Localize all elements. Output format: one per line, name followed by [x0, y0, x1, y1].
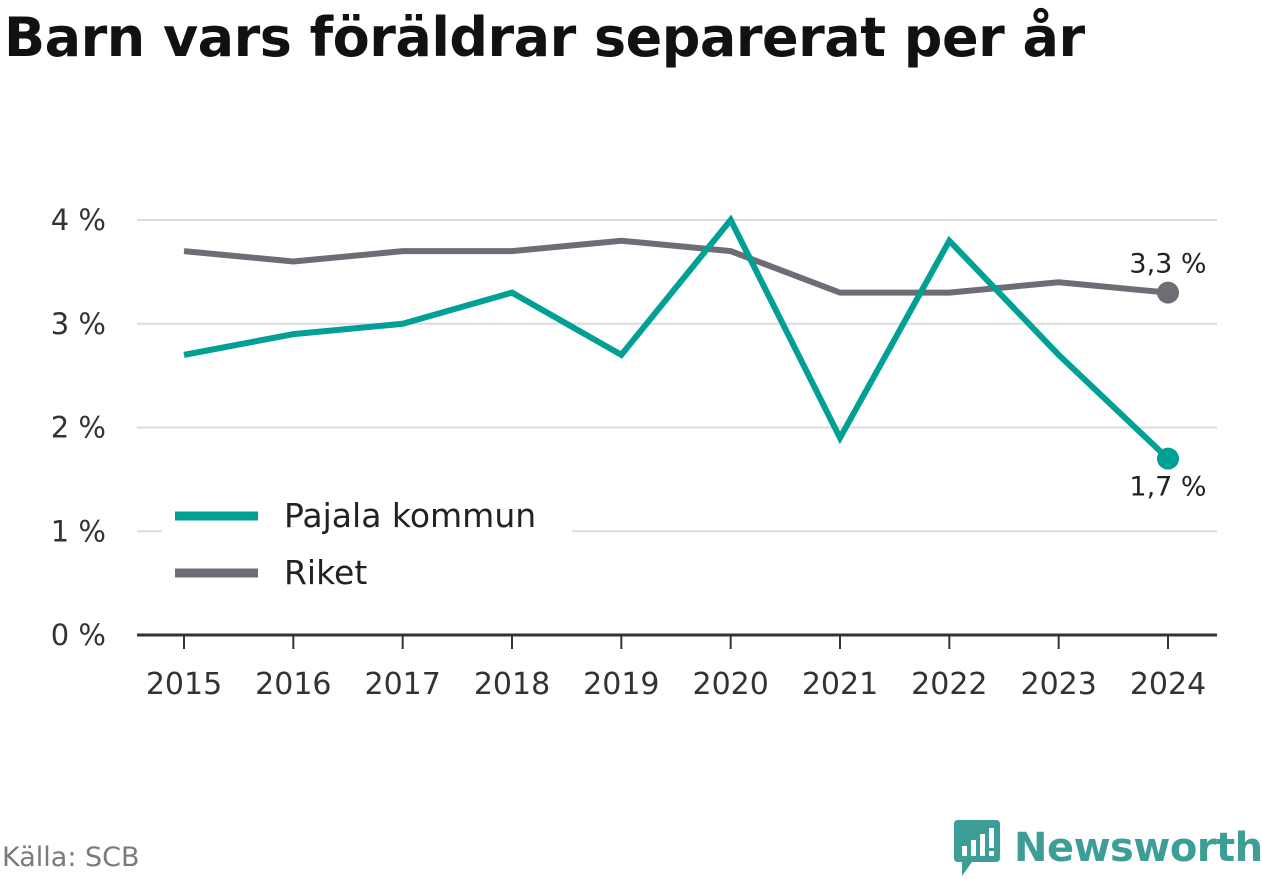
chart-title: Barn vars föräldrar separerat per år — [4, 6, 1085, 69]
series-lines — [183, 214, 1179, 470]
newsworthy-logo[interactable]: Newsworthy — [950, 818, 1262, 878]
y-tick-label: 1 % — [51, 514, 106, 548]
source-note: Källa: SCB — [2, 842, 140, 873]
legend-label: Pajala kommun — [284, 496, 536, 535]
newsworthy-logo-icon — [954, 820, 1000, 876]
legend: Pajala kommun Riket — [162, 490, 572, 600]
x-tick-label: 2021 — [802, 667, 878, 702]
brand-name: Newsworthy — [1014, 825, 1262, 871]
x-tick-label: 2015 — [146, 667, 222, 702]
y-tick-label: 0 % — [51, 618, 106, 652]
legend-label: Riket — [284, 553, 367, 592]
end-value-label: 1,7 % — [1129, 472, 1206, 503]
line-chart: 0 % 1 % 2 % 3 % 4 % 2015 2016 2017 2018 2019 2020 2… — [51, 203, 1217, 702]
legend-background — [162, 490, 572, 600]
x-tick-label: 2019 — [583, 667, 659, 702]
series-line-pajala — [183, 214, 1171, 461]
end-marker — [1157, 281, 1179, 304]
series-line-riket — [183, 237, 1169, 296]
end-marker — [1157, 447, 1179, 470]
x-tick-label: 2018 — [474, 667, 550, 702]
data-labels: 3,3 % 1,7 % — [1129, 249, 1206, 503]
x-tick-label: 2022 — [911, 667, 987, 702]
y-tick-label: 4 % — [51, 203, 106, 237]
x-tick-label: 2023 — [1020, 667, 1096, 702]
gridlines — [137, 219, 1217, 533]
y-tick-label: 3 % — [51, 307, 106, 341]
end-value-label: 3,3 % — [1129, 249, 1206, 280]
x-tick-label: 2017 — [364, 667, 440, 702]
y-tick-label: 2 % — [51, 411, 106, 445]
x-tick-label: 2016 — [255, 667, 331, 702]
axes: 0 % 1 % 2 % 3 % 4 % 2015 2016 2017 2018 2019 2020 2… — [51, 203, 1217, 702]
x-tick-label: 2024 — [1130, 667, 1206, 702]
x-tick-label: 2020 — [692, 667, 768, 702]
